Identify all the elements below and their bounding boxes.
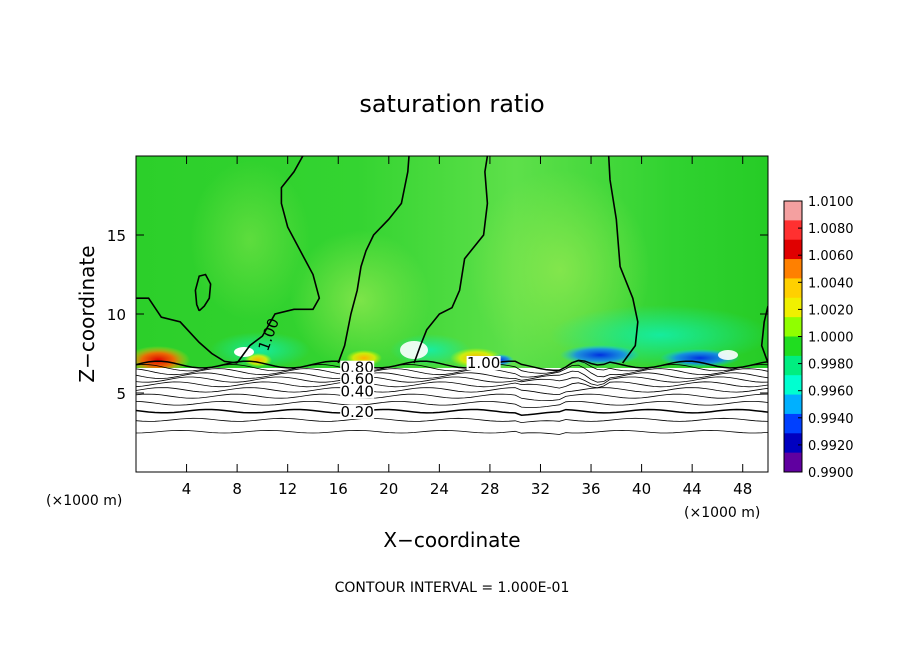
- x-tick-label: 8: [232, 480, 242, 498]
- x-tick-label: 24: [430, 480, 449, 498]
- contour-label-bg: [340, 360, 375, 375]
- x-tick-label: 4: [182, 480, 192, 498]
- contour-label-bg: [466, 355, 501, 370]
- colorbar-segment: [784, 413, 802, 434]
- stratified-contour: [136, 429, 768, 435]
- stratified-contour: [136, 400, 768, 408]
- y-axis-ticks: 5 10 15: [107, 227, 768, 403]
- y-tick-label: 5: [116, 385, 126, 403]
- contour-label-bg: [340, 384, 375, 399]
- contour-line: [136, 297, 238, 364]
- colorbar-tick-label: 0.9940: [808, 412, 854, 427]
- colorbar-tick-label: 0.9920: [808, 439, 854, 454]
- colorbar-tick-label: 0.9980: [808, 358, 854, 373]
- x-tick-label: 16: [329, 480, 348, 498]
- stratified-contours: [136, 359, 768, 435]
- contour-line: [413, 156, 489, 364]
- colorbar-segment: [784, 433, 802, 454]
- x-tick-label: 40: [632, 480, 651, 498]
- stratified-contour: [136, 376, 768, 386]
- contour-interval-note: CONTOUR INTERVAL = 1.000E-01: [335, 580, 570, 596]
- contour-line: [607, 156, 639, 364]
- stratified-contour: [136, 360, 768, 374]
- colorbar-segment: [784, 259, 802, 279]
- x-tick-label: 20: [379, 480, 398, 498]
- colorbar-tick-label: 1.0060: [808, 249, 854, 264]
- contour-label: 0.60: [340, 370, 373, 388]
- chart-title: saturation ratio: [359, 90, 544, 118]
- colorbar-tick-label: 1.0100: [808, 195, 854, 210]
- contour-label: 1.00: [467, 354, 500, 372]
- colorbar-tick-label: 0.9960: [808, 385, 854, 400]
- contour-line: [337, 156, 410, 364]
- x-tick-label: 12: [278, 480, 297, 498]
- plot-area: [136, 156, 768, 472]
- x-tick-label: 32: [531, 480, 550, 498]
- colorbar-segment: [784, 220, 802, 241]
- colorbar: 1.0100 1.0080 1.0060 1.0040 1.0020 1.0000 0.99…: [783, 195, 854, 481]
- stratified-contour: [136, 381, 768, 389]
- colorbar-tick-label: 1.0080: [808, 222, 854, 237]
- stratified-contour: [136, 370, 768, 383]
- colorbar-segment: [784, 239, 802, 260]
- y-tick-label: 10: [107, 306, 126, 324]
- contour-lines: [136, 156, 768, 364]
- colorbar-segment: [784, 297, 802, 318]
- x-tick-label: 28: [480, 480, 499, 498]
- stratified-contour: [136, 364, 768, 378]
- x-tick-label: 48: [733, 480, 752, 498]
- colorbar-segment: [784, 336, 802, 357]
- colorbar-segment: [784, 201, 802, 221]
- colorbar-segment: [784, 375, 802, 396]
- contour-label: 0.20: [340, 403, 373, 421]
- stratified-contour: [136, 417, 768, 424]
- colorbar-segment: [784, 452, 802, 473]
- x-tick-label: 36: [581, 480, 600, 498]
- x-tick-label: 44: [683, 480, 702, 498]
- colorbar-tick-label: 1.0020: [808, 303, 854, 318]
- stratified-contour: [136, 387, 768, 395]
- contour-line: [236, 156, 321, 364]
- colorbar-segment: [784, 317, 802, 337]
- colorbar-tick-label: 1.0000: [808, 331, 854, 346]
- contour-line: [194, 273, 212, 312]
- contour-label-bg: [340, 404, 375, 419]
- y-axis-label: Z−coordinate: [75, 245, 99, 382]
- stratified-contour: [136, 408, 768, 416]
- colorbar-tick-label: 1.0040: [808, 276, 854, 291]
- contour-label-bg: [340, 371, 375, 386]
- lower-region: [136, 368, 768, 472]
- y-tick-label: 15: [107, 227, 126, 245]
- colorbar-segment: [784, 278, 802, 299]
- x-axis-unit-left: (×1000 m): [46, 493, 122, 509]
- stratified-contour: [136, 393, 768, 402]
- x-axis-ticks: 4 8 12 16 20 24 28 32 36 40 44 48: [182, 156, 752, 498]
- colorbar-tick-label: 0.9900: [808, 466, 854, 481]
- contour-label: 0.40: [340, 382, 373, 400]
- contour-labels: 1.001.000.800.600.400.20: [255, 316, 501, 421]
- colorbar-segment: [784, 394, 802, 415]
- colorbar-segment: [784, 355, 802, 376]
- x-axis-label: X−coordinate: [383, 528, 520, 552]
- x-axis-unit-right: (×1000 m): [684, 505, 760, 521]
